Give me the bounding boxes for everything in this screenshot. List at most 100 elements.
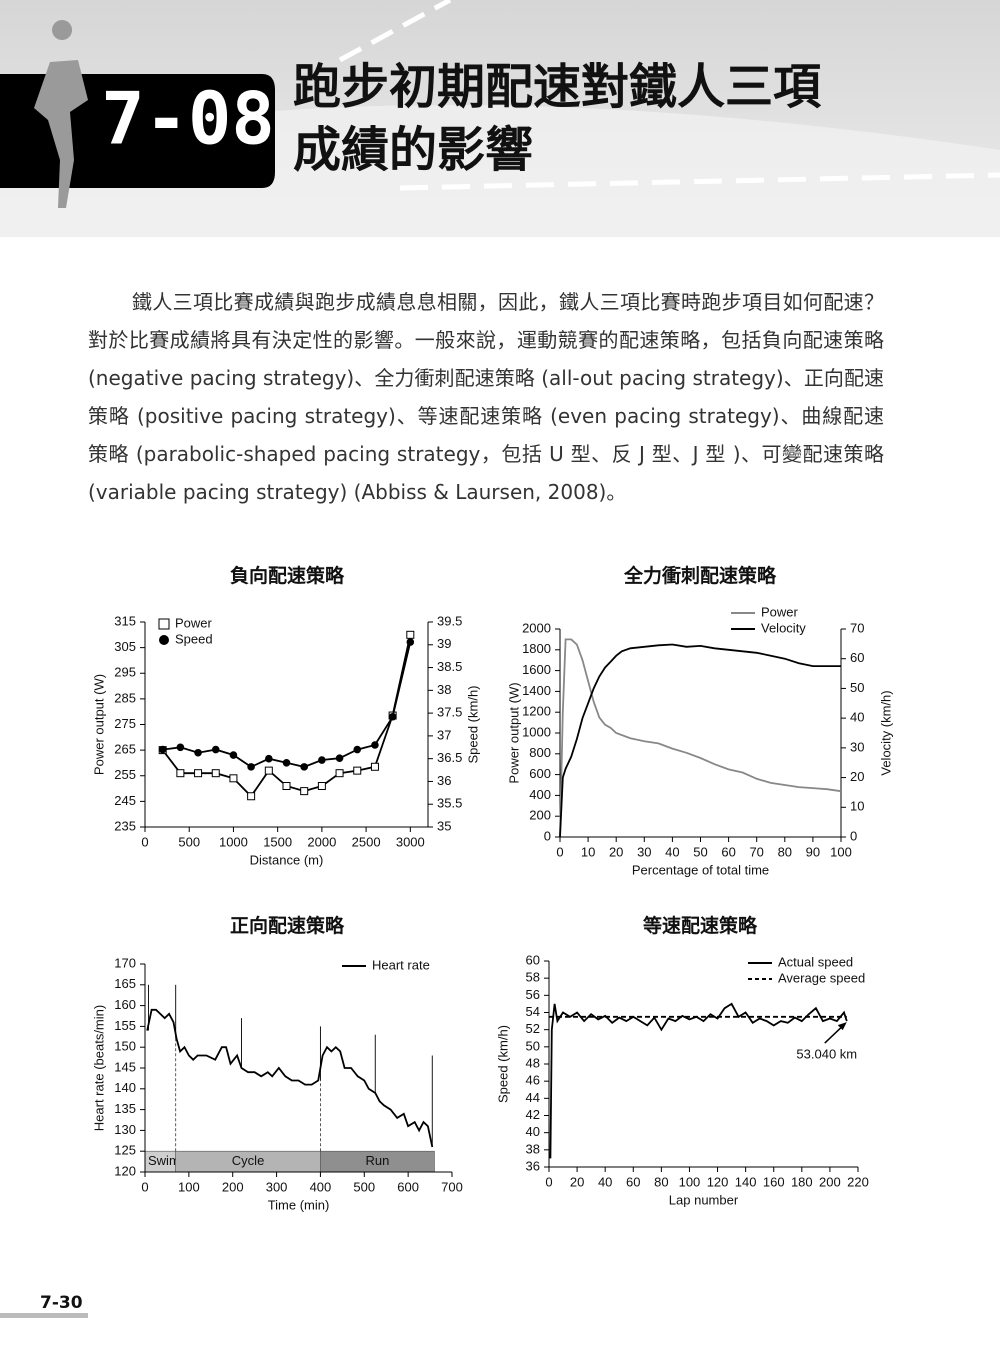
y2-tick-label: 39: [437, 636, 451, 651]
y2-tick-label: 35.5: [437, 796, 462, 811]
y-tick-label: 52: [526, 1021, 540, 1036]
y2-tick-label: 10: [850, 799, 864, 814]
x-tick-label: 120: [707, 1174, 729, 1189]
x-tick-label: 30: [637, 844, 651, 859]
y2-tick-label: 20: [850, 769, 864, 784]
marker: [318, 756, 326, 764]
x-tick-label: 100: [178, 1179, 200, 1194]
marker: [247, 763, 255, 771]
y-tick-label: 400: [529, 787, 551, 802]
legend-label: Power: [175, 615, 213, 630]
y2-tick-label: 37: [437, 727, 451, 742]
y-tick-label: 170: [114, 955, 136, 970]
chapter-title: 成績的影響: [293, 122, 533, 178]
y-tick-label: 46: [526, 1073, 540, 1088]
marker: [229, 774, 238, 783]
y-tick-label: 130: [114, 1122, 136, 1137]
y-tick-label: 160: [114, 997, 136, 1012]
chart-title: 正向配速策略: [230, 914, 345, 937]
x-tick-label: 2000: [307, 834, 336, 849]
x-tick-label: 200: [222, 1179, 244, 1194]
marker: [335, 769, 344, 778]
legend-label: Speed: [175, 631, 213, 646]
marker: [229, 751, 238, 759]
y2-tick-label: 36: [437, 773, 451, 788]
x-tick-label: 160: [763, 1174, 785, 1189]
y2-tick-label: 37.5: [437, 705, 462, 720]
y-tick-label: 600: [529, 766, 551, 781]
y2-axis-label: Speed (km/h): [465, 685, 480, 763]
marker: [211, 745, 220, 754]
segment-label: Run: [366, 1153, 390, 1168]
marker: [247, 792, 256, 801]
y-tick-label: 36: [526, 1158, 540, 1173]
y-tick-label: 125: [114, 1143, 136, 1158]
y-tick-label: 140: [114, 1080, 136, 1095]
y-tick-label: 58: [526, 970, 540, 985]
marker: [317, 782, 326, 790]
y-tick-label: 1600: [522, 662, 551, 677]
marker: [353, 766, 362, 775]
x-tick-label: 1500: [263, 834, 292, 849]
y-tick-label: 38: [526, 1141, 540, 1156]
legend-label: Velocity: [761, 620, 806, 635]
y-tick-label: 165: [114, 976, 136, 991]
y-tick-label: 800: [529, 745, 551, 760]
y2-tick-label: 70: [850, 620, 864, 635]
x-tick-label: 20: [609, 844, 623, 859]
y-tick-label: 60: [526, 952, 540, 967]
y2-tick-label: 40: [850, 710, 864, 725]
x-tick-label: 20: [570, 1174, 584, 1189]
legend-label: Actual speed: [778, 954, 853, 969]
x-axis-label: Lap number: [669, 1192, 739, 1207]
marker: [194, 748, 202, 757]
x-tick-label: 400: [310, 1179, 332, 1194]
y-tick-label: 50: [526, 1038, 540, 1053]
marker: [265, 754, 273, 763]
y-tick-label: 305: [114, 639, 136, 654]
y-tick-label: 1000: [522, 724, 551, 739]
marker: [194, 769, 203, 778]
segment-label: Swim: [148, 1153, 180, 1168]
y-tick-label: 1200: [522, 704, 551, 719]
y-tick-label: 1800: [522, 641, 551, 656]
x-tick-label: 220: [847, 1174, 869, 1189]
x-tick-label: 40: [598, 1174, 612, 1189]
marker: [353, 745, 362, 754]
y-tick-label: 285: [114, 690, 136, 705]
y2-tick-label: 60: [850, 650, 864, 665]
x-tick-label: 60: [626, 1174, 640, 1189]
x-tick-label: 140: [735, 1174, 757, 1189]
marker: [406, 630, 415, 639]
segment-label: Cycle: [232, 1153, 265, 1168]
y2-tick-label: 38: [437, 682, 451, 697]
chart-title: 負向配速策略: [230, 564, 345, 587]
x-tick-label: 70: [749, 844, 763, 859]
x-tick-label: 0: [556, 844, 563, 859]
chapter-number: 7-08: [101, 77, 274, 161]
y-tick-label: 0: [544, 828, 551, 843]
x-tick-label: 0: [545, 1174, 552, 1189]
x-tick-label: 80: [778, 844, 792, 859]
annotation-arrowhead: [837, 1022, 847, 1031]
header-dashes: [338, 0, 452, 63]
y-tick-label: 150: [114, 1039, 136, 1054]
y2-tick-label: 36.5: [437, 750, 462, 765]
marker: [406, 638, 415, 646]
x-tick-label: 0: [141, 1179, 148, 1194]
marker: [388, 712, 397, 721]
x-tick-label: 80: [654, 1174, 668, 1189]
y-tick-label: 200: [529, 808, 551, 823]
y-axis-label: Power output (W): [506, 682, 521, 783]
chart-title: 等速配速策略: [642, 914, 758, 937]
y-tick-label: 2000: [522, 620, 551, 635]
y-tick-label: 315: [114, 613, 136, 628]
y2-tick-label: 50: [850, 680, 864, 695]
x-tick-label: 100: [679, 1174, 701, 1189]
series-line: [146, 1008, 434, 1148]
marker: [264, 766, 273, 775]
y-tick-label: 155: [114, 1018, 136, 1033]
x-axis-label: Percentage of total time: [632, 862, 769, 877]
marker: [371, 741, 379, 749]
y-tick-label: 265: [114, 742, 136, 757]
